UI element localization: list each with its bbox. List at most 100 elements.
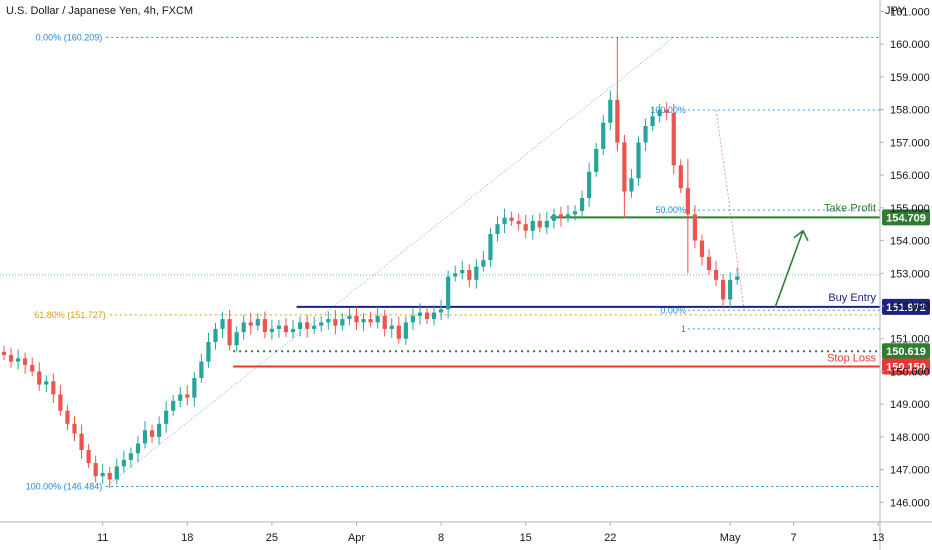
price-tick-label: 148.000: [890, 432, 930, 444]
candle-body: [100, 472, 105, 477]
key-level-label: Take Profit: [824, 202, 876, 214]
candle-body: [424, 312, 430, 320]
candle-body: [692, 214, 697, 241]
time-tick-label: 25: [266, 532, 278, 544]
key-levels: Take Profit 154.709 Buy Entry 151.972 150.61…: [233, 202, 930, 375]
candle-body: [227, 319, 232, 346]
candle-body: [135, 443, 141, 454]
candle-body: [30, 364, 35, 372]
time-tick-label: 22: [604, 532, 616, 544]
candle-body: [601, 122, 606, 149]
fib-level-label: 0.00% (160.209): [36, 32, 103, 42]
candle-body: [206, 342, 211, 362]
candle-body: [495, 224, 500, 234]
time-tick-label: 8: [438, 532, 444, 544]
candle-body: [636, 142, 641, 179]
chart-title: U.S. Dollar / Japanese Yen, 4h, FXCM: [6, 5, 193, 17]
candle-body: [544, 220, 549, 228]
candle-body: [706, 256, 712, 270]
candle-body: [664, 109, 669, 113]
time-tick-label: May: [720, 532, 741, 544]
candle-body: [234, 332, 239, 346]
candle-body: [121, 459, 126, 467]
candle-body: [192, 378, 197, 398]
candle-body: [248, 322, 253, 326]
candle-body: [565, 214, 571, 218]
candle-body: [375, 315, 380, 323]
candle-body: [1, 351, 7, 356]
arrow-head: [793, 229, 809, 242]
candle-body: [142, 430, 148, 444]
price-tick-label: 159.000: [890, 72, 930, 84]
price-box: [882, 358, 930, 375]
candle-body: [8, 355, 14, 362]
candle-body: [312, 325, 317, 329]
price-box-label: 150.619: [886, 346, 926, 358]
price-tick-label: 152.000: [890, 301, 930, 313]
candle-body: [551, 214, 556, 221]
key-level-label: Stop Loss: [827, 353, 876, 365]
arrow-annotation: [774, 229, 809, 308]
candle-body: [72, 423, 77, 434]
price-tick-label: 158.000: [890, 105, 930, 117]
candle-body: [58, 394, 63, 411]
candle-body: [678, 165, 683, 189]
candle-body: [728, 279, 733, 300]
candle-body: [361, 319, 366, 323]
candle-body: [721, 279, 726, 300]
candle-body: [149, 430, 155, 437]
candle-body: [23, 358, 28, 365]
candle-body: [93, 463, 98, 477]
candle-body: [114, 466, 119, 480]
price-box: [882, 209, 930, 226]
candle-body: [65, 410, 70, 424]
candle-body: [594, 148, 599, 172]
price-tick-label: 150.000: [890, 366, 930, 378]
price-tick-label: 160.000: [890, 39, 930, 51]
price-box-label: 151.972: [886, 302, 926, 314]
candle-body: [37, 371, 42, 385]
candle-body: [171, 400, 176, 411]
time-tick-label: Apr: [348, 532, 365, 544]
time-tick-label: 7: [791, 532, 797, 544]
fib-small-level-label: 0.00%: [660, 305, 686, 315]
candle-body: [86, 450, 91, 464]
candle-body: [164, 410, 169, 424]
candle-body: [699, 240, 705, 257]
price-box-label: 154.709: [886, 212, 926, 224]
candle-body: [572, 211, 578, 215]
candle-body: [580, 198, 585, 212]
price-tick-label: 147.000: [890, 465, 930, 477]
candle-body: [269, 328, 274, 333]
candle-body: [128, 453, 133, 460]
candle-body: [262, 319, 267, 333]
candle-body: [340, 319, 345, 326]
time-tick-label: 11: [97, 532, 108, 544]
candle-body: [368, 319, 373, 323]
candle-body: [255, 319, 260, 326]
candle-body: [558, 214, 564, 218]
candle-body: [587, 171, 592, 198]
price-tick-label: 153.000: [890, 268, 930, 280]
candle-body: [333, 319, 338, 326]
fib-small-trend-line: [715, 109, 745, 311]
candle-body: [629, 178, 634, 192]
candle-body: [460, 270, 465, 274]
candle-body: [657, 109, 662, 117]
time-tick-label: 13: [872, 532, 884, 544]
candle-body: [107, 472, 112, 480]
candle-body: [178, 394, 183, 401]
candle-body: [276, 325, 282, 329]
candle-body: [382, 315, 387, 329]
candle-body: [220, 319, 225, 329]
candle-body: [185, 394, 190, 398]
candle-body: [79, 433, 84, 450]
price-axis: 146.000 147.000 148.000 149.000 150.000 151.0…: [880, 6, 930, 509]
candle-body: [44, 381, 49, 385]
candle-body: [157, 423, 162, 437]
candle-body: [650, 116, 655, 126]
candle-body: [410, 315, 415, 323]
key-level-label: Buy Entry: [828, 292, 876, 304]
candle-body: [417, 312, 423, 316]
